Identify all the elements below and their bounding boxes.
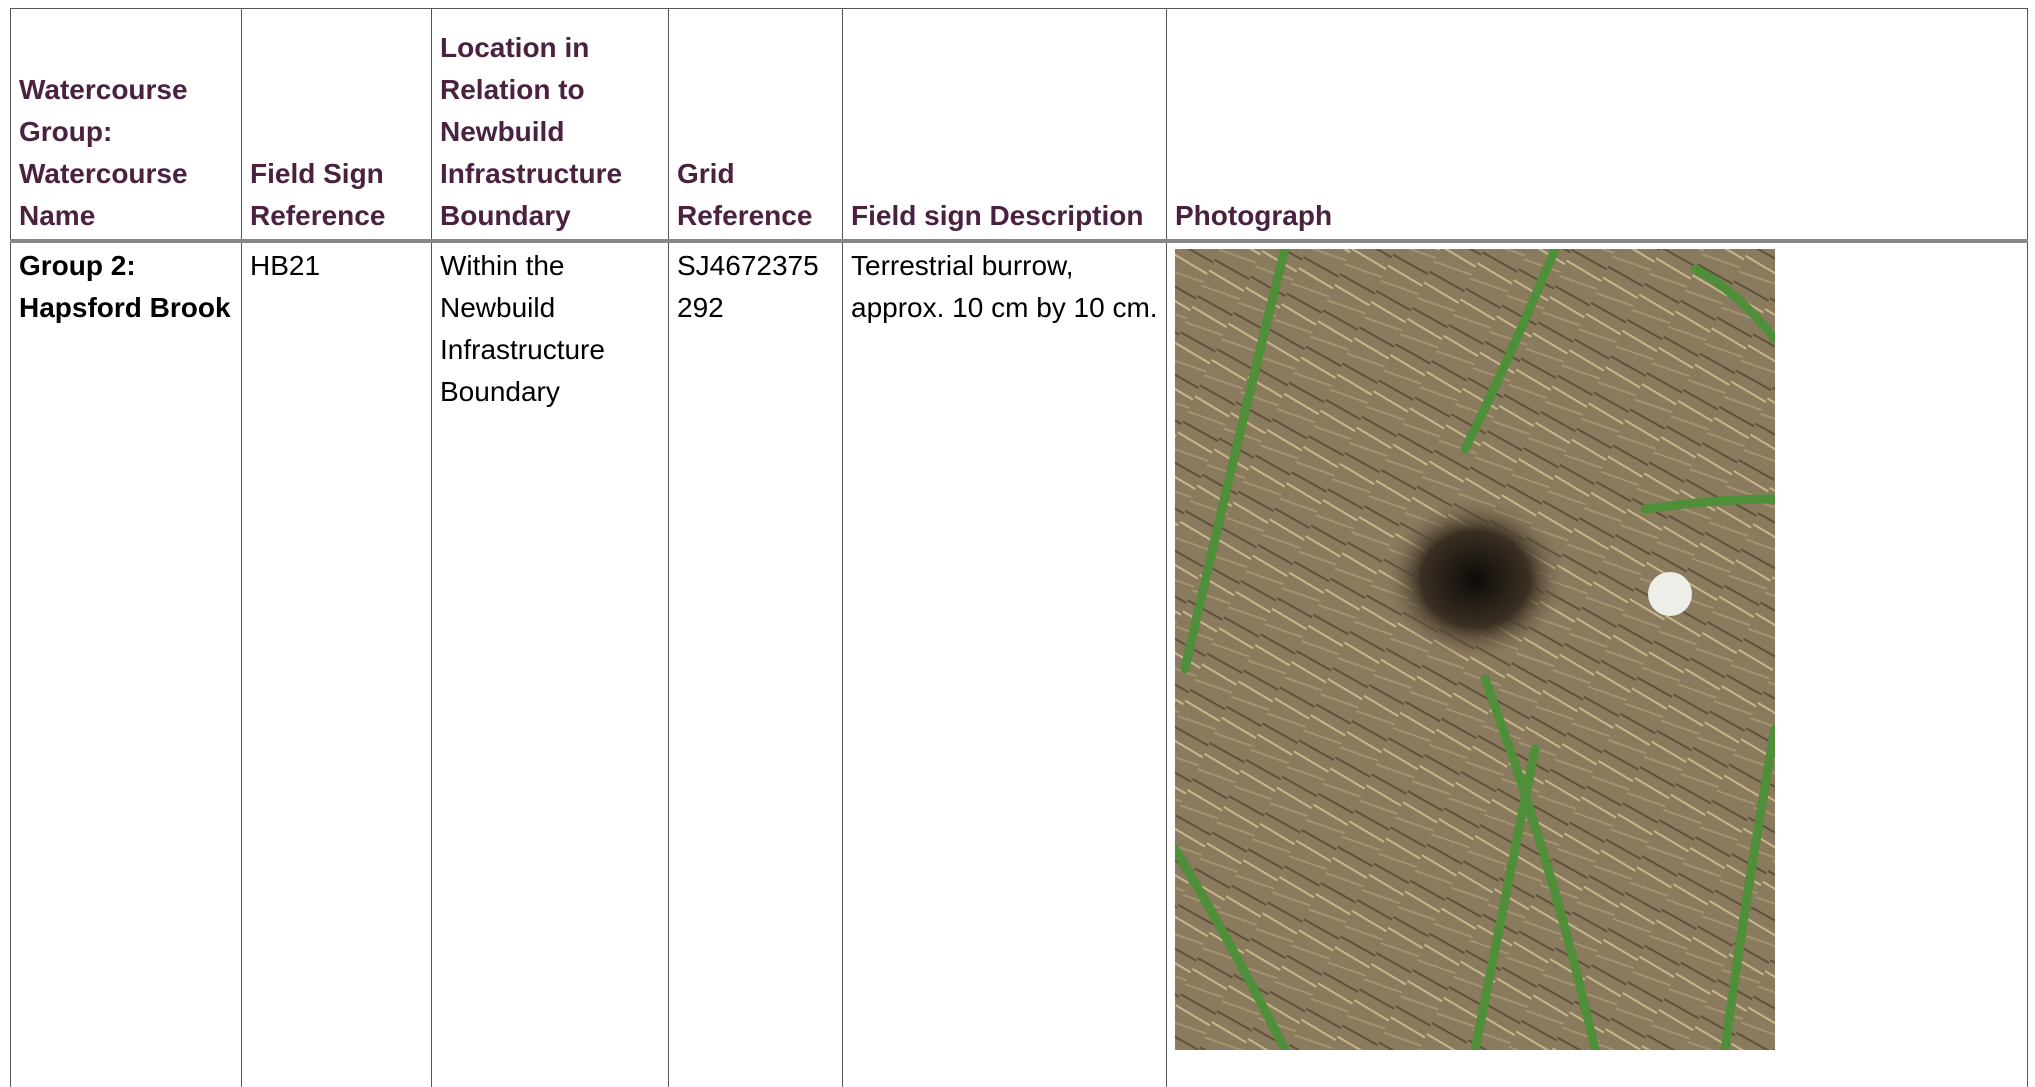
cell: HB21 [241, 240, 432, 1087]
cell: SJ4672375292 [668, 240, 843, 1087]
page-body: Watercourse Group: Watercourse Name Fiel… [10, 8, 2028, 1087]
photograph [1175, 249, 1775, 1050]
header-cell: Field sign Description [842, 8, 1167, 243]
body-row: Group 2: Hapsford Brook HB21 Within the … [10, 240, 2028, 1087]
header-cell: Watercourse Group: Watercourse Name [10, 8, 242, 243]
field-sign-table: Watercourse Group: Watercourse Name Fiel… [10, 8, 2028, 1087]
page: {"table": {"header": ["Watercourse Group… [10, 8, 2028, 1087]
header-cell: Photograph [1166, 8, 2028, 243]
cell: Terrestrial burrow, approx. 10 cm by 10 … [842, 240, 1167, 1087]
cell: Within the Newbuild Infrastructure Bound… [431, 240, 669, 1087]
header-cell: Grid Reference [668, 8, 843, 243]
header-cell: Location in Relation to Newbuild Infrast… [431, 8, 669, 243]
header-row: Watercourse Group: Watercourse Name Fiel… [10, 8, 2028, 243]
header-cell: Field Sign Reference [241, 8, 432, 243]
photo-cell [1166, 240, 2028, 1087]
cell: Group 2: Hapsford Brook [10, 240, 242, 1087]
